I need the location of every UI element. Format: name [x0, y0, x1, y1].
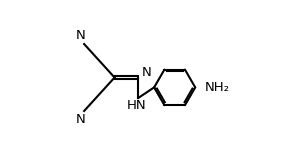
- Text: NH₂: NH₂: [205, 81, 230, 94]
- Text: HN: HN: [127, 99, 146, 112]
- Text: N: N: [142, 66, 152, 79]
- Text: N: N: [75, 29, 85, 42]
- Text: N: N: [75, 113, 85, 126]
